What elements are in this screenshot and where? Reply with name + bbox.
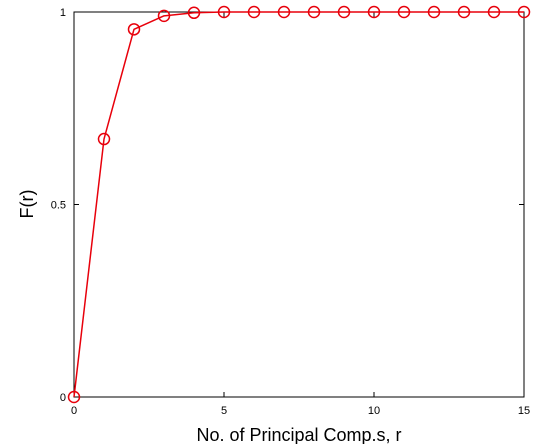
series-layer (67, 5, 531, 404)
data-point (157, 9, 171, 23)
data-point (517, 5, 531, 19)
data-point (337, 5, 351, 19)
data-point (427, 5, 441, 19)
data-point (487, 5, 501, 19)
data-point (247, 5, 261, 19)
x-axis-label: No. of Principal Comp.s, r (196, 425, 401, 444)
y-tick-label: 1 (60, 7, 66, 19)
data-point (67, 390, 81, 404)
data-point (457, 5, 471, 19)
data-point (97, 132, 111, 146)
data-point (307, 5, 321, 19)
x-tick-label: 15 (518, 405, 530, 417)
data-point (217, 5, 231, 19)
plot-frame (73, 11, 525, 398)
series-line (73, 11, 524, 398)
y-axis-label: F(r) (17, 190, 37, 219)
data-point (367, 5, 381, 19)
data-point (397, 5, 411, 19)
x-tick-label: 10 (368, 405, 380, 417)
y-axis-ticks: 00.51 (51, 7, 524, 404)
y-tick-label: 0.5 (51, 200, 66, 212)
data-point (127, 23, 141, 36)
y-tick-label: 0 (60, 392, 66, 404)
x-tick-label: 5 (221, 405, 227, 417)
data-point (187, 6, 201, 20)
x-tick-label: 0 (71, 405, 77, 417)
x-axis-ticks: 0 5 10 15 (71, 12, 530, 417)
data-point (277, 5, 291, 19)
